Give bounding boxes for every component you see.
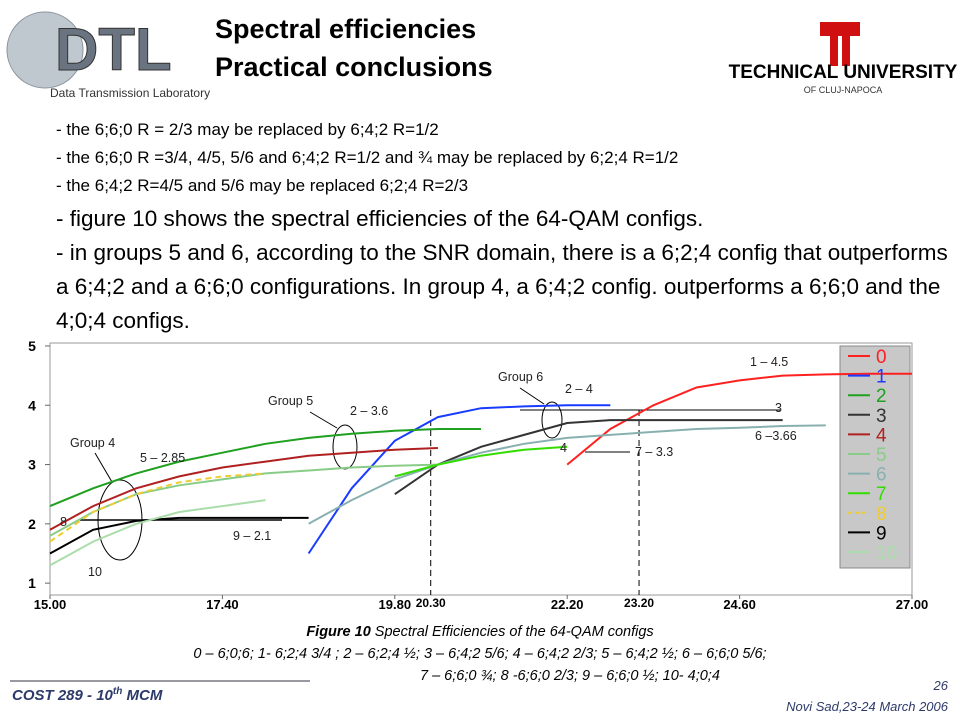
footer-event: COST 289 - 10th MCM xyxy=(12,686,162,704)
legend-label: 2 xyxy=(876,386,887,407)
series-line xyxy=(49,472,266,543)
bullet: - the 6;4;2 R=4/5 and 5/6 may be replace… xyxy=(56,176,469,195)
annotation: 8 xyxy=(60,515,67,529)
legend-label: 6 xyxy=(876,465,887,486)
group-ellipse xyxy=(332,424,358,470)
annotation: Group 6 xyxy=(498,370,543,384)
series-line xyxy=(49,428,481,508)
event: COST 289 - 10 xyxy=(12,687,113,704)
x-tick-label: 24.60 xyxy=(723,597,756,612)
title: Practical conclusions xyxy=(215,52,493,82)
y-tick-label: 3 xyxy=(28,457,36,473)
event-sup: th xyxy=(112,686,123,697)
y-tick-label: 2 xyxy=(28,516,36,532)
series-line xyxy=(49,516,309,555)
series-line xyxy=(49,447,438,531)
series-line xyxy=(307,404,611,555)
legend-label: 4 xyxy=(876,425,887,446)
annotation: 2 – 4 xyxy=(565,382,593,396)
bullet: - the 6;6;0 R = 2/3 may be replaced by 6… xyxy=(56,120,439,139)
caption-line: 0 – 6;0;6; 1- 6;2;4 3/4 ; 2 – 6;2;4 ½; 3… xyxy=(193,646,767,662)
page-number: 26 xyxy=(933,678,948,693)
annotation: 1 – 4.5 xyxy=(750,355,788,369)
series-line xyxy=(394,419,783,496)
legend-label: 0 xyxy=(876,347,887,368)
caption-title: Spectral Efficiencies of the 64-QAM conf… xyxy=(370,624,654,640)
x-tick-label: 17.40 xyxy=(206,597,239,612)
group-ellipse xyxy=(541,401,563,439)
pointer xyxy=(519,387,545,405)
annotation: 10 xyxy=(88,565,102,579)
series-line xyxy=(394,445,568,478)
annotation: Group 4 xyxy=(70,436,115,450)
annotation: 4 xyxy=(560,441,567,455)
figure-label: Figure 10 xyxy=(306,624,371,640)
legend-label: 9 xyxy=(876,523,887,544)
bullet: - figure 10 shows the spectral efficienc… xyxy=(56,206,704,231)
annotation: 6 –3.66 xyxy=(755,429,797,443)
legend-box xyxy=(839,345,911,569)
annotation: 7 – 3.3 xyxy=(635,445,673,459)
x-tick-label: 19.80 xyxy=(379,597,412,612)
x-tick-label: 15.00 xyxy=(34,597,67,612)
legend-label: 8 xyxy=(876,504,887,525)
legend-label: 1 xyxy=(876,367,887,388)
annotation: 3 xyxy=(775,401,782,415)
x-marker-label: 23.20 xyxy=(624,596,654,610)
plot-area xyxy=(49,342,913,596)
x-marker-label: 20.30 xyxy=(416,596,446,610)
bullet: - the 6;6;0 R =3/4, 4/5, 5/6 and 6;4;2 R… xyxy=(56,148,679,167)
y-tick-label: 5 xyxy=(28,338,36,354)
y-tick-label: 1 xyxy=(28,575,36,591)
title: Spectral efficiencies xyxy=(215,14,477,44)
legend-label: 5 xyxy=(876,445,887,466)
legend-label: 10 xyxy=(876,543,897,564)
x-tick-label: 22.20 xyxy=(551,597,584,612)
globe-logo xyxy=(6,11,84,89)
event: MCM xyxy=(122,687,163,704)
pointer xyxy=(309,411,338,429)
x-tick-label: 27.00 xyxy=(896,597,929,612)
pointer xyxy=(94,452,113,483)
legend-label: 3 xyxy=(876,406,887,427)
caption: Figure 10 Spectral Efficiencies of the 6… xyxy=(0,624,960,640)
university-city: OF CLUJ-NAPOCA xyxy=(804,85,883,95)
legend-label: 7 xyxy=(876,484,887,505)
annotation: Group 5 xyxy=(268,394,313,408)
university-logo xyxy=(820,22,860,66)
caption-line: 7 – 6;6;0 ¾; 8 -6;6;0 2/3; 9 – 6;6;0 ½; … xyxy=(420,668,720,684)
lab-logo: DTL xyxy=(55,16,172,83)
university-name: TECHNICAL UNIVERSITY xyxy=(729,62,958,83)
bullet: - in groups 5 and 6, according to the SN… xyxy=(56,240,948,333)
series-line xyxy=(308,424,826,525)
lab-name: Data Transmission Laboratory xyxy=(50,86,210,100)
y-tick-label: 4 xyxy=(28,397,36,413)
annotation: 9 – 2.1 xyxy=(233,529,271,543)
series-line xyxy=(49,499,266,567)
annotation: 5 – 2.85 xyxy=(140,451,185,465)
annotation: 2 – 3.6 xyxy=(350,404,388,418)
place-date: Novi Sad,23-24 March 2006 xyxy=(786,699,948,714)
